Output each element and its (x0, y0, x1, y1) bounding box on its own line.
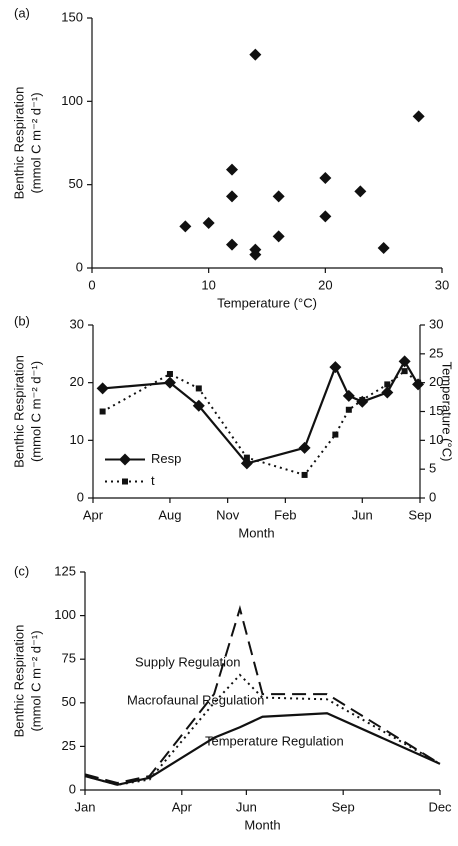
series-line (102, 359, 420, 465)
marker (122, 478, 128, 485)
x-axis-label: Temperature (°C) (217, 295, 317, 310)
marker (332, 431, 339, 438)
marker (99, 408, 106, 415)
x-tick-label: 10 (201, 277, 215, 292)
marker (415, 379, 422, 386)
marker (301, 471, 308, 478)
marker (119, 453, 131, 466)
y-axis-label: Benthic Respiration (11, 87, 26, 200)
marker (179, 220, 192, 233)
y2-tick-label: 0 (429, 489, 436, 504)
y-tick-label: 50 (62, 694, 76, 709)
marker (272, 190, 285, 203)
x-tick-label: 0 (88, 277, 95, 292)
marker (329, 361, 342, 374)
y-tick-label: 150 (61, 9, 83, 24)
x-tick-label: Dec (428, 799, 452, 814)
y-axis-label: Benthic Respiration (11, 625, 26, 738)
y-axis-label: (mmol C m⁻² d⁻¹) (28, 92, 43, 193)
x-axis-label: Month (238, 525, 274, 540)
x-tick-label: Feb (274, 507, 296, 522)
marker (377, 242, 390, 254)
x-axis-label: Month (244, 817, 280, 832)
marker (226, 238, 238, 251)
x-tick-label: Apr (83, 507, 104, 522)
x-tick-label: 20 (318, 277, 332, 292)
marker (226, 163, 238, 176)
panel-label: (b) (14, 313, 30, 328)
y-tick-label: 30 (70, 316, 84, 331)
series-label: Supply Regulation (135, 654, 241, 669)
x-tick-label: Sep (332, 799, 355, 814)
y2-axis-label: Temperature (°C) (440, 362, 455, 462)
marker (243, 454, 250, 461)
marker (202, 217, 215, 229)
y-tick-label: 10 (70, 432, 84, 447)
y-tick-label: 0 (77, 489, 84, 504)
y-tick-label: 100 (54, 607, 76, 622)
legend-label: Resp (151, 451, 181, 466)
marker (319, 172, 332, 184)
y-tick-label: 25 (62, 738, 76, 753)
marker (384, 381, 391, 388)
y2-tick-label: 20 (429, 374, 443, 389)
marker (401, 368, 408, 375)
y-tick-label: 100 (61, 93, 83, 108)
y-tick-label: 50 (69, 176, 83, 191)
marker (226, 190, 238, 203)
series-line (84, 712, 441, 786)
marker (96, 382, 109, 395)
marker (272, 230, 285, 243)
y-tick-label: 0 (69, 781, 76, 796)
marker (319, 210, 332, 223)
panel-label: (a) (14, 5, 30, 20)
x-tick-label: Jun (236, 799, 257, 814)
y-axis-label: (mmol C m⁻² d⁻¹) (28, 361, 43, 462)
marker (345, 406, 352, 413)
x-tick-label: 30 (435, 277, 449, 292)
x-tick-label: Jan (75, 799, 96, 814)
y-tick-label: 0 (76, 259, 83, 274)
panel-label: (c) (14, 563, 29, 578)
y-tick-label: 20 (70, 374, 84, 389)
marker (342, 389, 355, 402)
marker (359, 396, 366, 403)
marker (381, 386, 394, 399)
y-tick-label: 75 (62, 651, 76, 666)
marker (166, 371, 173, 378)
marker (195, 385, 202, 392)
series-label: Temperature Regulation (205, 733, 344, 748)
x-tick-label: Aug (158, 507, 181, 522)
marker (298, 441, 311, 454)
series-line (84, 604, 441, 785)
marker (249, 48, 262, 61)
marker (249, 248, 262, 261)
marker (354, 185, 367, 198)
x-tick-label: Sep (408, 507, 431, 522)
y-tick-label: 125 (54, 563, 76, 578)
y2-tick-label: 30 (429, 316, 443, 331)
x-tick-label: Apr (172, 799, 193, 814)
x-tick-label: Jun (352, 507, 373, 522)
y2-tick-label: 10 (429, 432, 443, 447)
y-axis-label: (mmol C m⁻² d⁻¹) (28, 630, 43, 731)
marker (412, 110, 425, 123)
series-label: Macrofaunal Regulation (127, 692, 264, 707)
x-tick-label: Nov (216, 507, 240, 522)
legend-label: t (151, 473, 155, 488)
y2-tick-label: 5 (429, 461, 436, 476)
y-axis-label: Benthic Respiration (11, 355, 26, 468)
marker (192, 399, 205, 412)
marker (398, 355, 411, 368)
marker (163, 376, 176, 389)
y2-tick-label: 25 (429, 345, 443, 360)
y2-tick-label: 15 (429, 403, 443, 418)
